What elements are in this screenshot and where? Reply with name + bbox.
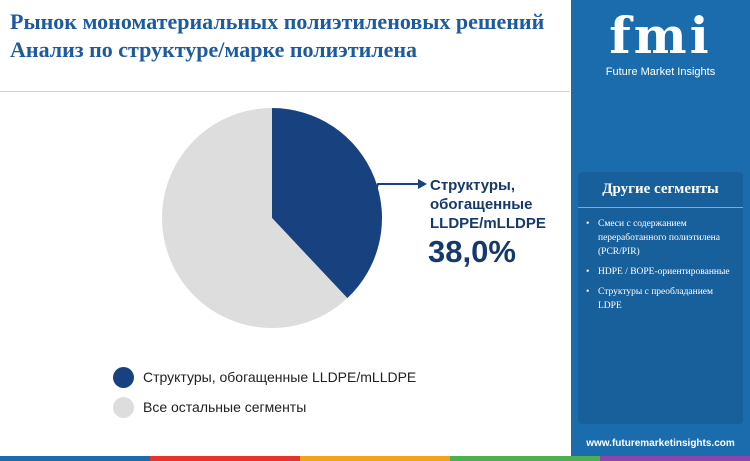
legend-label: Все остальные сегменты	[143, 399, 307, 415]
pie-slice-enriched	[272, 108, 382, 299]
logo-subtitle: Future Market Insights	[605, 66, 716, 78]
other-segments-list: Смеси с содержанием переработанного поли…	[578, 217, 743, 313]
legend-label: Структуры, обогащенные LLDPE/mLLDPE	[143, 369, 417, 385]
list-item: Смеси с содержанием переработанного поли…	[586, 217, 737, 259]
legend-item-other: Все остальные сегменты	[113, 396, 416, 418]
callout-leader-line	[346, 183, 418, 285]
bottom-bar-segment	[150, 456, 300, 461]
list-item: HDPE / BOPE-ориентированные	[586, 265, 737, 279]
bottom-bar-segment	[600, 456, 750, 461]
other-segments-panel: Другие сегменты Смеси с содержанием пере…	[578, 172, 743, 424]
legend-swatch-icon	[113, 366, 134, 388]
bottom-bar-segment	[300, 456, 450, 461]
chart-title: Рынок мономатериальных полиэтиленовых ре…	[10, 9, 545, 62]
pie-chart	[161, 108, 427, 328]
pie-slices	[161, 108, 382, 328]
other-segments-title: Другие сегменты	[602, 181, 719, 197]
other-segments-divider	[578, 207, 743, 208]
callout-label: Структуры, обогащенные LLDPE/mLLDPE	[430, 177, 546, 232]
legend-item-enriched: Структуры, обогащенные LLDPE/mLLDPE	[113, 366, 416, 388]
title-divider	[0, 91, 570, 92]
fmi-logo: fmi Future Market Insights	[571, 6, 750, 79]
bottom-bar-segment	[0, 456, 150, 461]
legend-swatch-icon	[113, 396, 134, 418]
pie-slice-other	[161, 108, 348, 328]
list-item: Структуры с преобладанием LDPE	[586, 285, 737, 313]
website-link[interactable]: www.futuremarketinsights.com	[586, 438, 735, 449]
callout-arrow	[346, 179, 427, 285]
bottom-bar-segment	[450, 456, 600, 461]
logo-mark: fmi	[609, 6, 712, 65]
callout-arrowhead-icon	[418, 179, 427, 189]
callout-value: 38,0%	[428, 234, 516, 269]
chart-legend: Структуры, обогащенные LLDPE/mLLDPE Все …	[113, 366, 416, 426]
sidebar: fmi Future Market Insights Другие сегмен…	[571, 0, 750, 461]
bottom-color-bar	[0, 456, 750, 461]
